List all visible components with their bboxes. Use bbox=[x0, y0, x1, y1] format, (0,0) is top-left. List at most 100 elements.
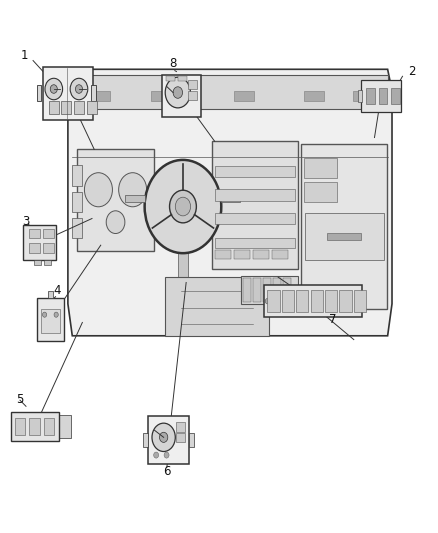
Circle shape bbox=[75, 85, 82, 93]
Bar bbox=[253, 250, 269, 259]
Circle shape bbox=[165, 77, 191, 108]
Text: 7: 7 bbox=[329, 313, 337, 326]
Bar bbox=[41, 309, 60, 333]
Circle shape bbox=[170, 190, 196, 223]
Bar bbox=[391, 88, 400, 104]
Bar bbox=[241, 276, 298, 304]
Bar bbox=[304, 158, 336, 178]
Bar bbox=[72, 192, 82, 212]
Circle shape bbox=[164, 452, 169, 458]
Bar bbox=[304, 91, 324, 101]
Text: 5: 5 bbox=[16, 393, 23, 406]
Circle shape bbox=[173, 87, 183, 98]
Circle shape bbox=[42, 312, 47, 317]
Bar bbox=[327, 233, 361, 240]
Circle shape bbox=[50, 85, 57, 93]
Bar bbox=[273, 278, 281, 302]
Circle shape bbox=[45, 78, 63, 100]
Bar bbox=[234, 91, 254, 101]
Bar bbox=[176, 422, 185, 432]
Bar bbox=[42, 229, 54, 238]
Bar bbox=[125, 195, 145, 202]
Text: 1: 1 bbox=[20, 50, 28, 62]
Bar bbox=[325, 290, 337, 312]
Bar bbox=[48, 291, 53, 298]
Bar bbox=[296, 290, 308, 312]
Bar bbox=[215, 250, 231, 259]
Bar bbox=[379, 88, 387, 104]
Bar bbox=[215, 166, 295, 177]
Bar bbox=[301, 144, 387, 309]
Bar bbox=[221, 195, 240, 202]
Bar bbox=[353, 290, 366, 312]
Bar bbox=[339, 290, 352, 312]
Bar bbox=[37, 85, 41, 101]
Bar bbox=[49, 101, 59, 114]
Bar bbox=[148, 416, 189, 464]
Bar bbox=[162, 75, 201, 117]
Text: 8: 8 bbox=[170, 58, 177, 70]
Bar bbox=[151, 91, 171, 101]
Bar bbox=[311, 290, 323, 312]
Bar bbox=[29, 418, 40, 434]
Bar bbox=[243, 278, 251, 302]
Circle shape bbox=[106, 211, 125, 233]
Bar bbox=[74, 101, 84, 114]
Bar bbox=[72, 218, 82, 238]
Circle shape bbox=[54, 312, 58, 317]
Circle shape bbox=[357, 298, 361, 304]
Bar bbox=[11, 411, 59, 441]
Bar bbox=[361, 80, 401, 112]
Bar bbox=[42, 67, 93, 120]
Bar bbox=[23, 225, 56, 260]
Bar bbox=[87, 101, 97, 114]
Bar bbox=[215, 189, 295, 201]
Bar bbox=[72, 165, 82, 185]
Bar bbox=[188, 80, 197, 89]
Bar bbox=[61, 101, 71, 114]
Bar bbox=[37, 298, 64, 341]
Bar bbox=[35, 260, 41, 264]
Bar bbox=[215, 213, 295, 224]
Bar bbox=[263, 278, 271, 302]
Bar bbox=[144, 433, 148, 447]
Bar bbox=[176, 433, 185, 442]
Bar bbox=[353, 91, 372, 101]
Bar bbox=[15, 418, 25, 434]
Bar bbox=[29, 243, 40, 253]
Bar bbox=[178, 253, 188, 336]
Bar bbox=[189, 433, 194, 447]
Bar bbox=[72, 75, 388, 109]
Circle shape bbox=[145, 160, 221, 253]
Bar bbox=[44, 260, 51, 264]
Bar bbox=[90, 91, 110, 101]
Bar bbox=[77, 149, 155, 251]
Bar bbox=[283, 278, 291, 302]
Bar bbox=[305, 213, 384, 260]
Bar bbox=[212, 141, 298, 269]
Text: 6: 6 bbox=[162, 465, 170, 478]
Circle shape bbox=[154, 452, 159, 458]
Bar bbox=[253, 278, 261, 302]
Circle shape bbox=[159, 432, 168, 442]
Bar bbox=[304, 182, 336, 202]
Circle shape bbox=[175, 197, 191, 216]
Bar bbox=[91, 85, 95, 101]
Bar bbox=[165, 277, 269, 336]
Bar bbox=[234, 250, 250, 259]
Bar bbox=[366, 88, 375, 104]
Bar bbox=[44, 418, 54, 434]
Circle shape bbox=[265, 298, 269, 304]
Polygon shape bbox=[68, 69, 392, 336]
Bar bbox=[215, 238, 295, 248]
Bar bbox=[272, 250, 289, 259]
Text: 4: 4 bbox=[53, 284, 61, 297]
Bar bbox=[188, 91, 197, 100]
Bar bbox=[42, 243, 54, 253]
Circle shape bbox=[119, 173, 147, 207]
Bar bbox=[267, 290, 280, 312]
Bar bbox=[178, 76, 187, 81]
Circle shape bbox=[152, 423, 175, 451]
Bar bbox=[282, 290, 294, 312]
Bar bbox=[264, 285, 362, 317]
